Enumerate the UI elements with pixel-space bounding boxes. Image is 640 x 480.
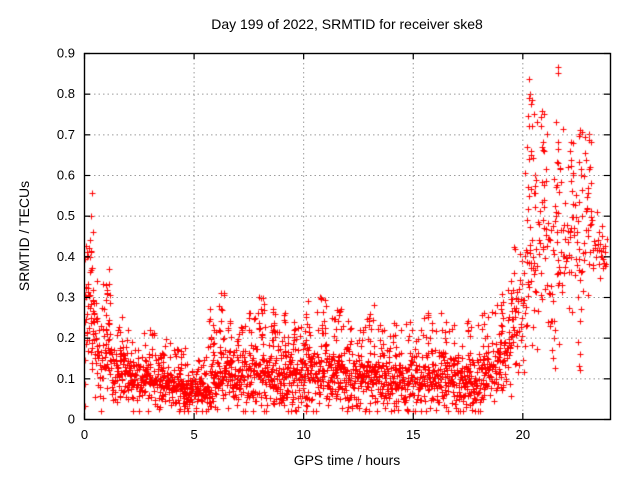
y-axis-title: SRMTID / TECUs: [16, 180, 32, 292]
y-tick-label: 0.6: [57, 168, 75, 183]
y-tick-label: 0.7: [57, 127, 75, 142]
y-tick-label: 0.3: [57, 290, 75, 305]
y-tick-label: 0.9: [57, 46, 75, 61]
x-tick-label: 5: [190, 427, 197, 442]
plot-border: [83, 52, 612, 421]
y-tick-label: 0.5: [57, 208, 75, 223]
y-tick-label: 0.1: [57, 371, 75, 386]
x-tick-label: 0: [81, 427, 88, 442]
y-tick-label: 0: [68, 412, 75, 427]
chart-title: Day 199 of 2022, SRMTID for receiver ske…: [211, 16, 483, 32]
x-tick-label: 10: [296, 427, 310, 442]
x-tick-label: 15: [406, 427, 420, 442]
x-tick-label: 20: [516, 427, 530, 442]
y-tick-label: 0.2: [57, 330, 75, 345]
y-tick-label: 0.4: [57, 249, 75, 264]
y-tick-label: 0.8: [57, 86, 75, 101]
x-axis-title: GPS time / hours: [293, 452, 401, 468]
